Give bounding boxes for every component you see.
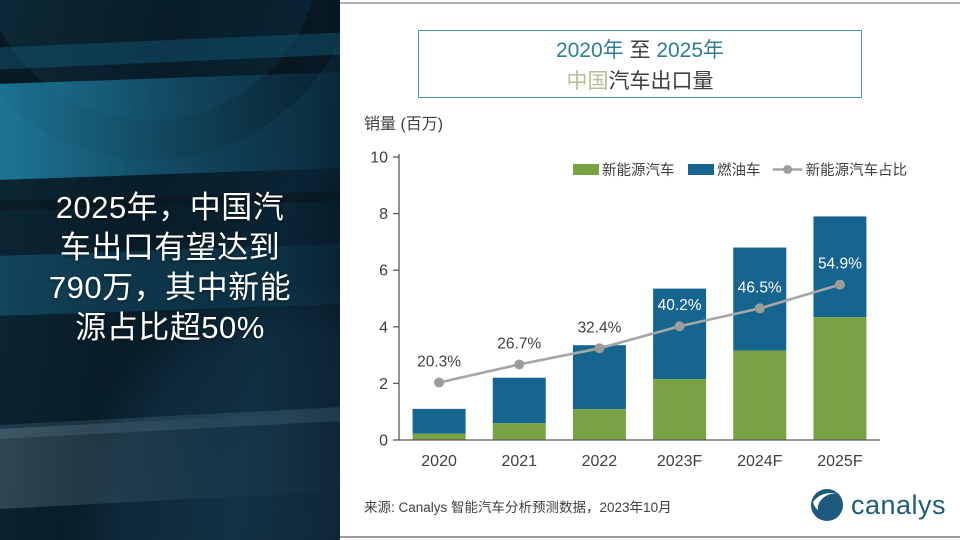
title-to: 至	[623, 39, 657, 62]
y-tick-label: 10	[370, 150, 388, 167]
headline-line-1: 2025年，中国汽	[55, 190, 285, 225]
x-category-label: 2023F	[657, 453, 703, 470]
y-tick-label: 2	[379, 376, 388, 393]
y-tick-label: 6	[379, 263, 388, 280]
x-category-label: 2024F	[737, 453, 783, 470]
y-tick-label: 4	[379, 319, 388, 336]
title-rest: 汽车出口量	[608, 70, 714, 93]
bar-nev-2024F	[733, 350, 787, 440]
bar-fuel-2021	[492, 377, 546, 424]
percent-label: 26.7%	[497, 335, 541, 352]
bar-fuel-2022	[572, 345, 626, 410]
headline: 2025年，中国汽 车出口有望达到 790万，其中新能 源占比超50%	[0, 188, 340, 348]
bar-nev-2022	[572, 409, 626, 440]
bar-nev-2020	[412, 433, 466, 440]
bar-fuel-2024F	[733, 247, 787, 351]
x-category-label: 2020	[421, 453, 457, 470]
chart-svg: 0 2 4 6 8 10 2020 2021 2022 2023F 2024F 2025F 20.3% 2…	[370, 150, 908, 471]
canalys-icon	[810, 489, 843, 521]
bar-fuel-2023F	[653, 288, 707, 380]
percent-dot	[594, 343, 605, 354]
x-category-label: 2021	[501, 453, 537, 470]
percent-label: 20.3%	[417, 354, 461, 371]
percent-dot	[434, 377, 445, 388]
bar-fuel-2025F	[813, 216, 867, 318]
left-panel: 2025年，中国汽 车出口有望达到 790万，其中新能 源占比超50%	[0, 0, 340, 540]
title-china: 中国	[566, 70, 609, 93]
percent-dot	[514, 359, 525, 370]
percent-dot	[834, 279, 845, 290]
title-year-start: 2020年	[555, 39, 624, 62]
y-tick-label: 0	[379, 433, 388, 450]
canalys-wordmark: canalys	[850, 489, 946, 520]
legend-swatch-0	[573, 164, 599, 175]
percent-dot	[674, 321, 685, 332]
percent-label: 54.9%	[818, 256, 862, 273]
bar-fuel-2020	[412, 408, 466, 434]
percent-dot	[754, 303, 765, 314]
x-category-label: 2022	[582, 453, 618, 470]
headline-line-3: 790万，其中新能	[48, 270, 292, 305]
chart-title-line2: 中国汽车出口量	[419, 66, 861, 97]
legend-swatch-1	[688, 164, 714, 175]
percent-label: 32.4%	[577, 319, 621, 336]
chart-panel: 2020年 至 2025年 中国汽车出口量 销量 (百万) 0 2 4 6 8 10 202…	[340, 0, 960, 540]
bar-nev-2023F	[653, 379, 707, 440]
legend-label-2: 新能源汽车占比	[806, 162, 908, 179]
percent-label: 46.5%	[738, 279, 782, 296]
chart-area: 0 2 4 6 8 10 2020 2021 2022 2023F 2024F 2025F 20.3% 2…	[340, 0, 960, 540]
bar-nev-2025F	[813, 317, 867, 440]
y-axis-title: 销量 (百万)	[364, 116, 444, 133]
canalys-logo: canalys	[810, 488, 946, 522]
background-arc	[0, 0, 340, 160]
headline-line-4: 源占比超50%	[75, 310, 265, 345]
percent-line	[438, 283, 841, 384]
legend-line-dot	[783, 165, 793, 174]
legend-label-1: 燃油车	[717, 161, 761, 179]
title-year-end: 2025年	[656, 39, 725, 62]
legend-label-0: 新能源汽车	[602, 162, 675, 179]
headline-line-2: 车出口有望达到	[59, 230, 281, 265]
x-category-label: 2025F	[817, 453, 863, 470]
bar-nev-2021	[492, 423, 546, 440]
source-text: 来源: Canalys 智能汽车分析预测数据，2023年10月	[364, 500, 672, 515]
chart-title-line1: 2020年 至 2025年	[419, 35, 861, 66]
chart-title-box: 2020年 至 2025年 中国汽车出口量	[418, 30, 862, 98]
percent-label: 40.2%	[658, 297, 702, 314]
y-tick-label: 8	[379, 206, 388, 223]
